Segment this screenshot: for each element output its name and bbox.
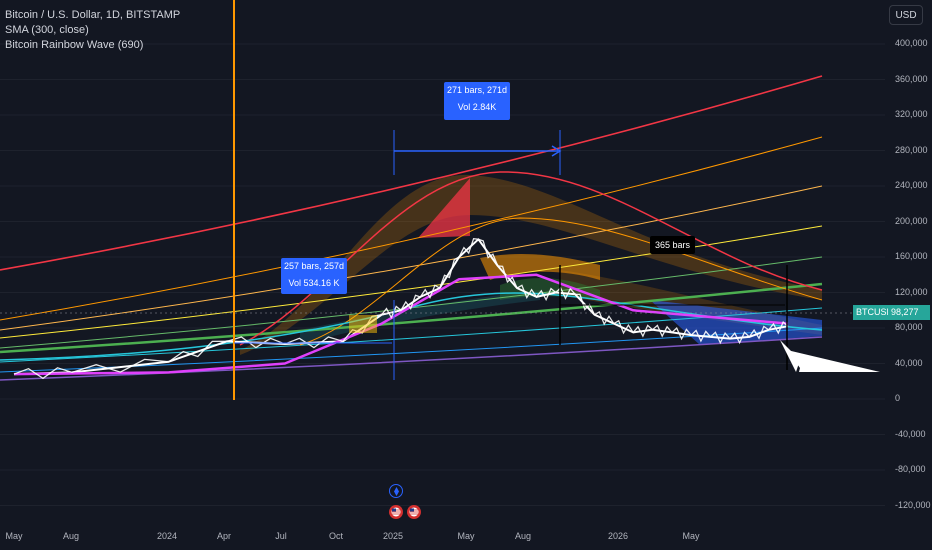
- price-tick-label: 280,000: [895, 144, 928, 155]
- highlight-box: [349, 315, 377, 333]
- chart-legend: Bitcoin / U.S. Dollar, 1D, BITSTAMP SMA …: [5, 8, 180, 53]
- legend-indicator-sma[interactable]: SMA (300, close): [5, 24, 89, 36]
- legend-symbol[interactable]: Bitcoin / U.S. Dollar, 1D, BITSTAMP: [5, 9, 181, 21]
- time-tick-label: Oct: [328, 531, 344, 541]
- measure-arrowhead: [551, 145, 562, 157]
- price-tick-label: -120,000: [895, 499, 931, 510]
- white-arrow-head: [780, 340, 800, 372]
- time-tick-label: May: [682, 531, 700, 541]
- measure-callout-2[interactable]: 271 bars, 271d Vol 2.84K: [444, 82, 510, 120]
- last-price-label: 98,277: [888, 305, 930, 320]
- symbol-price-label: BTCUSD: [853, 305, 897, 320]
- time-tick-label: 2026: [607, 531, 629, 541]
- wave-band-cyan: [300, 290, 540, 345]
- price-tick-label: 200,000: [895, 215, 928, 226]
- price-tick-label: 40,000: [895, 357, 923, 368]
- rainbow-line-8: [0, 336, 823, 381]
- rainbow-line-3: [0, 225, 823, 339]
- time-tick-label: Aug: [514, 531, 532, 541]
- time-tick-label: May: [457, 531, 475, 541]
- price-tick-label: 400,000: [895, 38, 928, 48]
- price-tick-label: 360,000: [895, 73, 928, 84]
- diamond-icon: [393, 486, 399, 496]
- wave-band-red: [418, 178, 470, 238]
- wave-band-peak: [480, 254, 600, 280]
- price-tick-label: 240,000: [895, 180, 928, 190]
- flag-icon: [409, 507, 419, 517]
- rainbow-line-0: [0, 75, 823, 271]
- measure-callout-1-bars: 257 bars, 257d: [283, 261, 345, 271]
- measure-callout-2-vol: Vol 2.84K: [457, 102, 497, 112]
- flag-icon: [391, 507, 401, 517]
- wave-arc-orange: [299, 217, 823, 346]
- measure-callout-1-vol: Vol 534.16 K: [288, 278, 340, 288]
- time-tick-label: May: [5, 531, 23, 541]
- white-arrow: [787, 350, 880, 372]
- rainbow-line-5: [0, 282, 823, 354]
- price-tick-label: 160,000: [895, 251, 928, 261]
- event-icon[interactable]: [389, 484, 403, 498]
- us-flag-icon-2[interactable]: [407, 505, 421, 519]
- rainbow-line-1: [0, 136, 823, 321]
- rainbow-line-2: [0, 185, 823, 331]
- sma-line: [13, 273, 789, 376]
- legend-indicator-rainbow[interactable]: Bitcoin Rainbow Wave (690): [5, 39, 144, 51]
- measure-callout-3[interactable]: 365 bars: [650, 236, 696, 254]
- measure-callout-1[interactable]: 257 bars, 257d Vol 534.16 K: [281, 258, 347, 294]
- drawing-tools: [0, 0, 880, 400]
- time-tick-label: Aug: [62, 531, 80, 541]
- price-tick-label: 320,000: [895, 109, 928, 119]
- time-tick-label: Jul: [275, 531, 287, 541]
- price-tick-label: 80,000: [895, 322, 923, 332]
- currency-button[interactable]: USD: [889, 5, 923, 25]
- btcusd-price-detail: [13, 237, 789, 380]
- measure-callout-2-bars: 271 bars, 271d: [446, 85, 508, 95]
- price-tick-label: 120,000: [895, 286, 928, 297]
- wave-band-orange: [240, 174, 822, 355]
- time-tick-label: Apr: [216, 531, 232, 541]
- us-flag-icon[interactable]: [389, 505, 403, 519]
- time-tick-label: 2024: [156, 531, 178, 541]
- price-tick-label: -80,000: [895, 464, 926, 474]
- price-tick-label: 0: [895, 393, 901, 403]
- price-tick-label: -40,000: [895, 428, 926, 439]
- time-tick-label: 2025: [382, 531, 404, 541]
